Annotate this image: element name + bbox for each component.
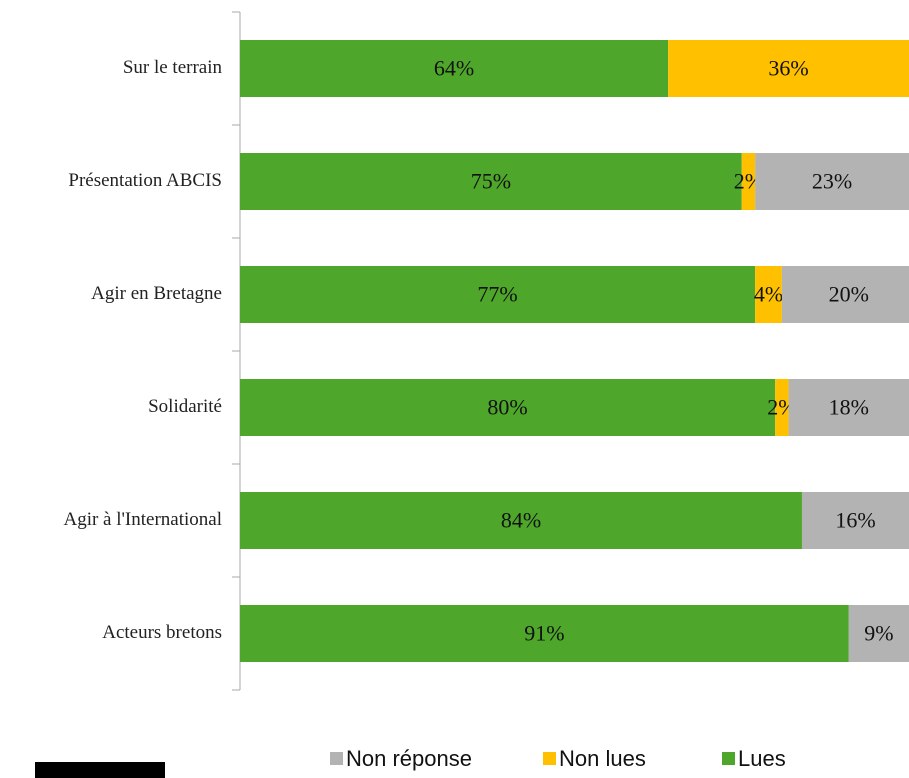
- legend-label: Non lues: [559, 746, 646, 771]
- data-label: 80%: [487, 395, 527, 420]
- data-label: 20%: [829, 282, 869, 307]
- bar-segment: [775, 379, 789, 436]
- logo: [35, 762, 165, 778]
- bar-segment: [240, 153, 742, 210]
- bar-segment: [240, 379, 776, 436]
- bar-segment: [788, 379, 909, 436]
- data-label: 9%: [864, 621, 893, 646]
- legend-swatch: [722, 752, 735, 765]
- legend-swatch: [330, 752, 343, 765]
- bar-segment: [755, 266, 782, 323]
- bar-segment: [741, 153, 756, 210]
- legend-label: Non réponse: [346, 746, 472, 771]
- category-label: Acteurs bretons: [102, 622, 222, 643]
- bar-segment: [755, 153, 909, 210]
- data-label: 4%: [754, 282, 783, 307]
- legend-swatch: [543, 752, 556, 765]
- data-label: 36%: [768, 56, 808, 81]
- bar-segment: [240, 266, 756, 323]
- data-label: 77%: [477, 282, 517, 307]
- bar-segment: [801, 492, 909, 549]
- data-label: 16%: [835, 508, 875, 533]
- bar-segment: [240, 492, 802, 549]
- legend-label: Lues: [738, 746, 786, 771]
- data-label: 91%: [524, 621, 564, 646]
- category-label: Agir en Bretagne: [91, 283, 222, 304]
- category-label: Présentation ABCIS: [68, 170, 222, 191]
- data-label: 75%: [471, 169, 511, 194]
- bar-segment: [240, 605, 849, 662]
- bar-segment: [240, 40, 669, 97]
- category-label: Agir à l'International: [63, 509, 222, 530]
- data-label: 64%: [434, 56, 474, 81]
- category-label: Solidarité: [148, 396, 222, 417]
- category-label: Sur le terrain: [123, 57, 223, 78]
- bar-segment: [781, 266, 909, 323]
- data-label: 18%: [829, 395, 869, 420]
- bar-segment: [848, 605, 909, 662]
- data-label: 84%: [501, 508, 541, 533]
- bar-segment: [668, 40, 909, 97]
- data-label: 23%: [812, 169, 852, 194]
